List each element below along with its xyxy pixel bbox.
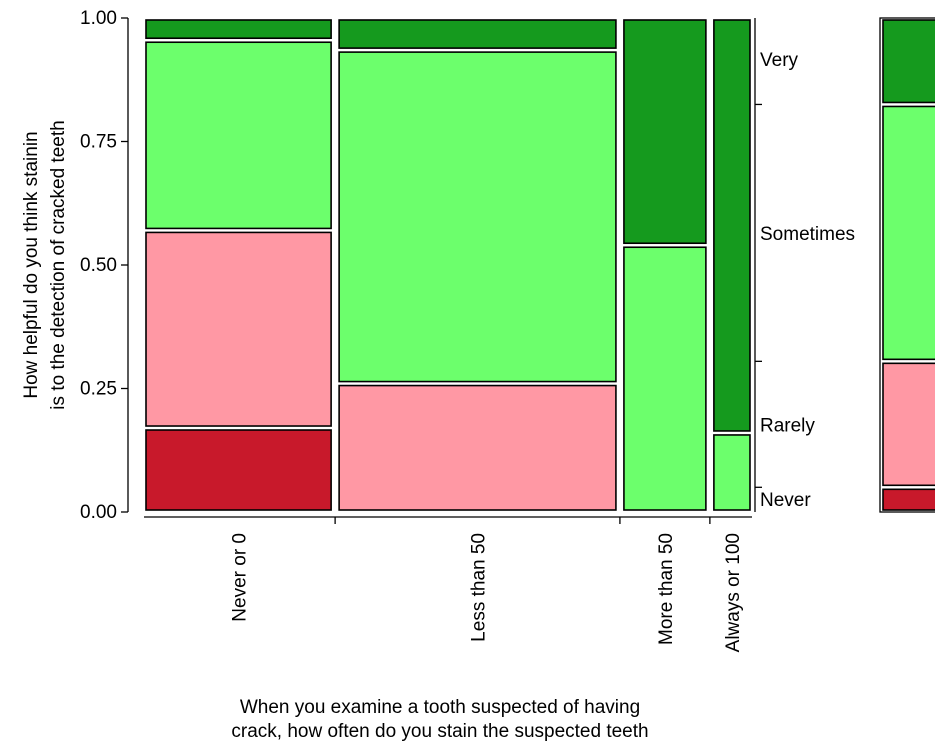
- x-axis-title-line-2: crack, how often do you stain the suspec…: [231, 721, 649, 742]
- right-axis-label-rarely: Rarely: [760, 415, 815, 436]
- y-tick-label: 0.50: [80, 255, 117, 276]
- tile-never: [145, 429, 332, 511]
- x-axis-title-line-1: When you examine a tooth suspected of ha…: [239, 697, 641, 718]
- y-tick-label: 0.25: [80, 379, 117, 400]
- marginal-tile-very: [882, 19, 935, 104]
- tile-sometimes: [623, 246, 707, 511]
- tile-very: [623, 19, 707, 245]
- x-axis: Never or 0 Less than 50 More than 50 Always…: [144, 516, 752, 652]
- right-axis-label-very: Very: [760, 50, 799, 71]
- y-axis-title-line-1: How helpful do you think stainin: [21, 131, 42, 398]
- tile-sometimes: [145, 41, 332, 230]
- tile-very: [713, 19, 751, 432]
- right-axis-label-sometimes: Sometimes: [760, 224, 855, 245]
- tile-rarely: [145, 231, 332, 427]
- right-axis: Never Rarely Sometimes Very: [754, 18, 855, 512]
- x-tick-label: Less than 50: [469, 533, 490, 642]
- y-tick-label: 0.75: [80, 132, 117, 153]
- x-tick-label: Always or 100: [723, 533, 744, 652]
- tile-sometimes: [713, 434, 751, 511]
- marginal-tile-never: [882, 488, 935, 511]
- marginal-tile-sometimes: [882, 105, 935, 361]
- plot-area: [145, 19, 751, 511]
- y-tick-label: 0.00: [80, 502, 117, 523]
- x-tick-label: Never or 0: [230, 533, 251, 622]
- marginal-column: [879, 17, 935, 513]
- right-axis-label-never: Never: [760, 490, 811, 511]
- y-axis-title-line-2: is to the detection of cracked teeth: [48, 120, 69, 409]
- marginal-tile-rarely: [882, 362, 935, 487]
- tile-very: [145, 19, 332, 40]
- tile-sometimes: [338, 51, 617, 383]
- y-axis: 0.00 0.25 0.50 0.75 1.00: [80, 8, 129, 523]
- y-tick-label: 1.00: [80, 8, 117, 29]
- tile-very: [338, 19, 617, 49]
- tile-rarely: [338, 384, 617, 511]
- x-tick-label: More than 50: [656, 533, 677, 645]
